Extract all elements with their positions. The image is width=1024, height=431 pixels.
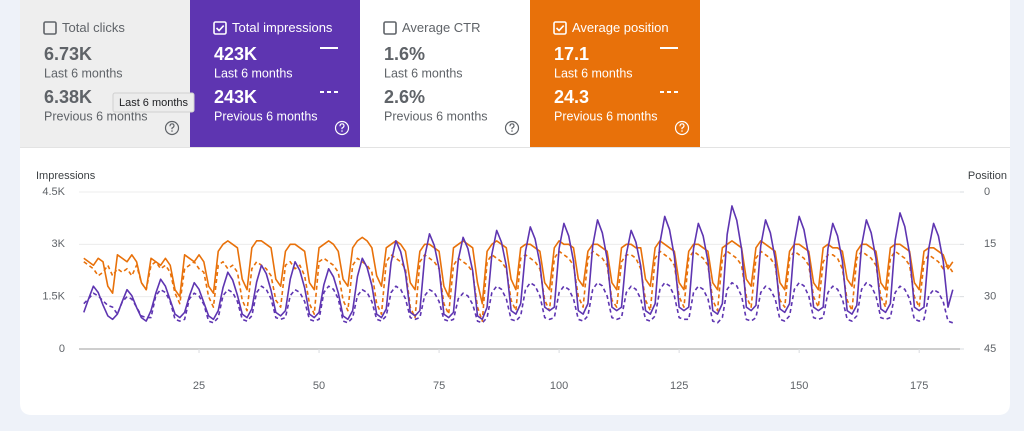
help-icon[interactable] <box>674 120 690 136</box>
x-tick-label: 75 <box>433 380 445 392</box>
y-tick-label: 4.5K <box>42 186 65 198</box>
previous-value: 2.6% <box>384 87 425 107</box>
checkbox[interactable] <box>383 21 397 35</box>
x-tick-label: 100 <box>550 380 568 392</box>
series-line <box>83 250 954 322</box>
checkmark <box>215 25 225 32</box>
series-line <box>83 281 954 324</box>
card-label: Average CTR <box>402 20 481 35</box>
card-background <box>530 0 700 147</box>
current-period: Last 6 months <box>554 66 633 80</box>
current-value: 6.73K <box>44 44 92 64</box>
card-background <box>360 0 530 147</box>
current-period: Last 6 months <box>214 66 293 80</box>
card-label: Total clicks <box>62 20 125 35</box>
chart: Impressions Position 01.5K3K4.5K45301502… <box>36 170 1007 392</box>
previous-period: Previous 6 months <box>44 109 148 123</box>
metric-cards: Total clicks 6.73K Last 6 months 6.38K Previ… <box>20 0 700 147</box>
checkmark <box>555 25 565 32</box>
current-period: Last 6 months <box>384 66 463 80</box>
metric-card[interactable]: Total clicks 6.73K Last 6 months 6.38K Previ… <box>20 0 190 147</box>
previous-value: 6.38K <box>44 87 92 107</box>
card-background <box>190 0 360 147</box>
previous-value: 24.3 <box>554 87 589 107</box>
y2-tick-label: 30 <box>984 291 996 303</box>
y2-tick-label: 45 <box>984 343 996 355</box>
y2-axis-title: Position <box>968 170 1007 182</box>
previous-period: Previous 6 months <box>214 109 318 123</box>
tooltip: Last 6 months <box>112 92 195 113</box>
x-tick-label: 50 <box>313 380 325 392</box>
help-icon-mark <box>169 123 175 130</box>
x-tick-label: 25 <box>193 380 205 392</box>
y-tick-label: 3K <box>52 238 66 250</box>
x-tick-label: 175 <box>910 380 928 392</box>
y-axis-title: Impressions <box>36 170 96 182</box>
x-tick-label: 125 <box>670 380 688 392</box>
current-value: 423K <box>214 44 257 64</box>
previous-period: Previous 6 months <box>554 109 658 123</box>
previous-period: Previous 6 months <box>384 109 488 123</box>
help-icon-dot <box>341 130 343 132</box>
y2-tick-label: 15 <box>984 238 996 250</box>
checkbox[interactable] <box>553 21 567 35</box>
previous-value: 243K <box>214 87 257 107</box>
card-label: Total impressions <box>232 20 333 35</box>
current-value: 17.1 <box>554 44 589 64</box>
help-icon-dot <box>171 130 173 132</box>
current-period: Last 6 months <box>44 66 123 80</box>
y-tick-label: 1.5K <box>42 291 65 303</box>
series-line <box>83 205 954 322</box>
metric-card[interactable]: Total impressions 423K Last 6 months 243K Pr… <box>190 0 360 147</box>
y2-tick-label: 0 <box>984 186 990 198</box>
current-value: 1.6% <box>384 44 425 64</box>
help-icon-mark <box>679 123 685 130</box>
checkbox[interactable] <box>213 21 227 35</box>
tooltip-box <box>112 92 195 113</box>
y-tick-label: 0 <box>59 343 65 355</box>
help-icon-dot <box>681 130 683 132</box>
help-icon[interactable] <box>504 120 520 136</box>
tooltip-text: Last 6 months <box>119 97 189 109</box>
help-icon-dot <box>511 130 513 132</box>
x-tick-label: 150 <box>790 380 808 392</box>
help-icon[interactable] <box>334 120 350 136</box>
metric-card[interactable]: Average CTR 1.6% Last 6 months 2.6% Previous… <box>360 0 530 147</box>
metric-card[interactable]: Average position 17.1 Last 6 months 24.3 Pre… <box>530 0 700 147</box>
help-icon[interactable] <box>164 120 180 136</box>
help-icon-mark <box>339 123 345 130</box>
card-label: Average position <box>572 20 669 35</box>
checkbox[interactable] <box>43 21 57 35</box>
card-background <box>20 0 190 147</box>
help-icon-mark <box>509 123 515 130</box>
